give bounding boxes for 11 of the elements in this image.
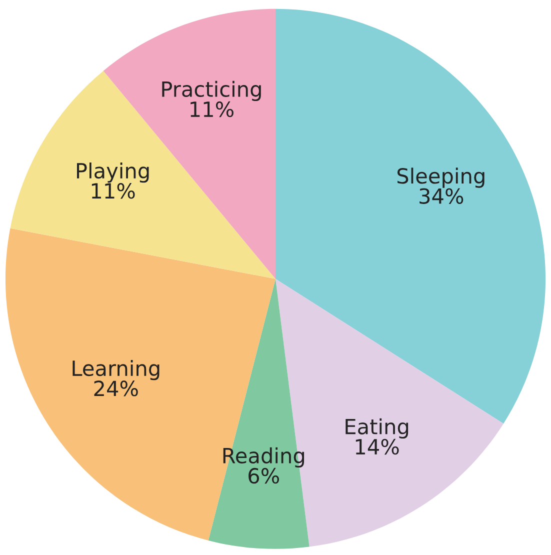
slice-label: Playing [77,162,149,183]
slice-label: Sleeping [397,168,484,188]
data-label: 11% [190,101,234,118]
data-label: 24% [94,380,138,396]
data-label: 11% [92,183,135,199]
slice-label: Eating [346,418,408,438]
data-label: 14% [356,438,399,455]
data-label: 34% [420,188,464,204]
slice-label: Practicing [162,80,261,102]
slice-label: Learning [72,360,160,380]
data-label: 6% [248,468,280,484]
